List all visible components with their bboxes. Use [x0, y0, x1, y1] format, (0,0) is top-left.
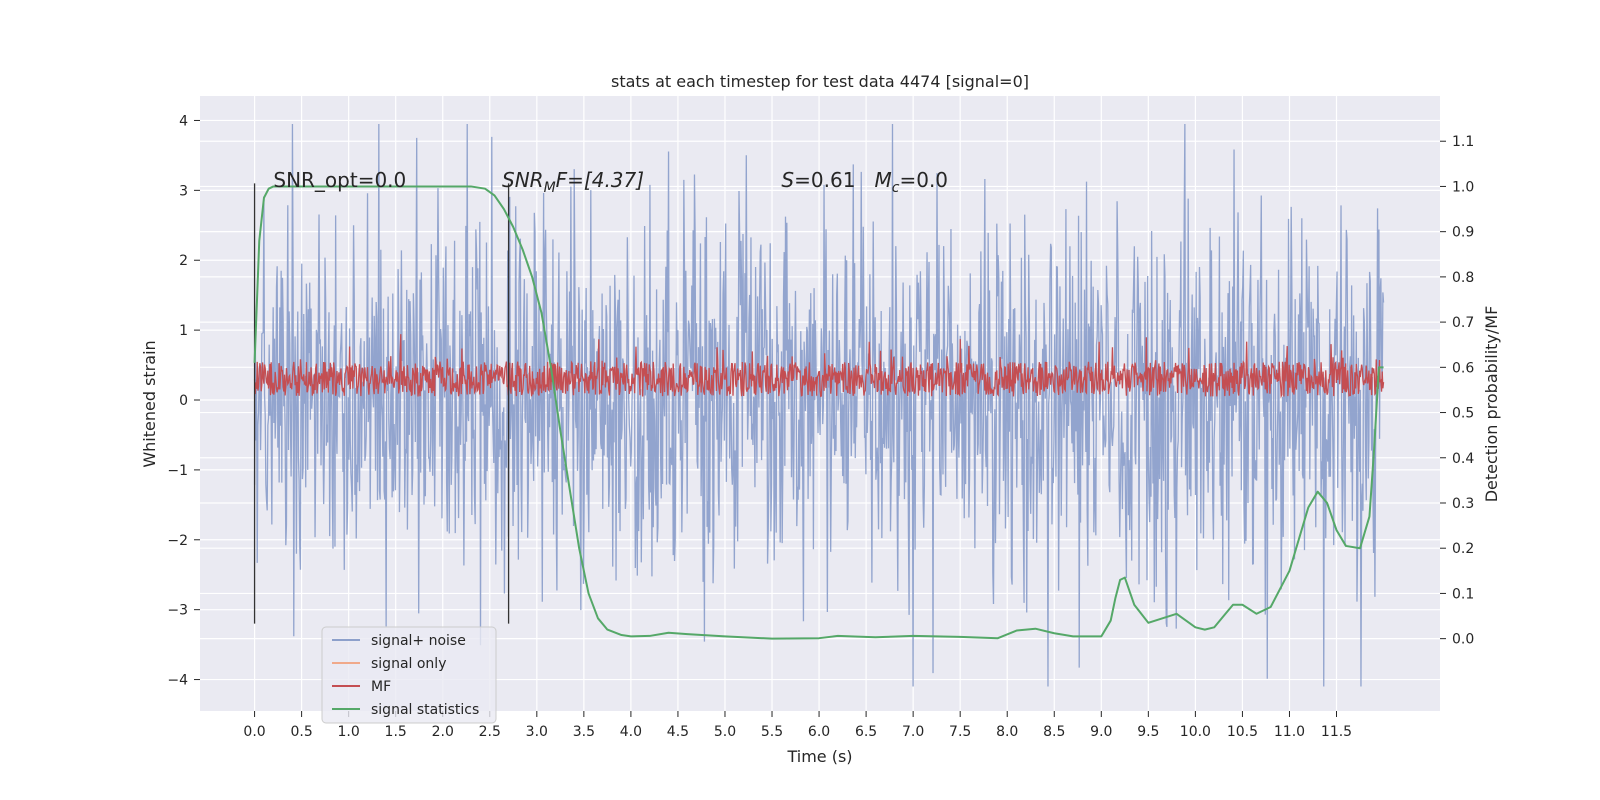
x-tick-label: 8.5	[1043, 724, 1065, 740]
series-line-mf	[253, 334, 1385, 399]
x-tick-label: 6.5	[855, 724, 877, 740]
y-tick-label: 4	[179, 113, 188, 129]
x-tick-label: 2.5	[479, 724, 501, 740]
y2-tick-label: 0.8	[1452, 270, 1474, 286]
x-tick-label: 3.0	[526, 724, 548, 740]
x-tick-label: 5.5	[761, 724, 783, 740]
y2-axis-label: Detection probability/MF	[1482, 306, 1501, 503]
x-tick-label: 2.0	[432, 724, 454, 740]
x-tick-label: 4.5	[667, 724, 689, 740]
x-tick-label: 0.0	[243, 724, 265, 740]
x-tick-label: 9.0	[1090, 724, 1112, 740]
annotation-snr-mf: SNRMF=[4.37]	[502, 168, 644, 196]
y2-tick-label: 0.2	[1452, 541, 1474, 557]
x-tick-label: 1.0	[338, 724, 360, 740]
y2-tick-label: 0.4	[1452, 451, 1474, 467]
y-tick-label: −4	[167, 673, 188, 689]
x-tick-label: 10.5	[1227, 724, 1258, 740]
x-tick-label: 6.0	[808, 724, 830, 740]
series-line-signal-statistics	[253, 185, 1384, 640]
x-tick-label: 1.5	[385, 724, 407, 740]
series-line-signal-noise	[253, 123, 1385, 687]
legend: signal+ noise signal only MF signal stat…	[321, 626, 497, 724]
y2-tick-label: 0.0	[1452, 632, 1474, 648]
legend-box	[321, 626, 497, 724]
legend-label-signal-noise: signal+ noise	[371, 633, 466, 649]
x-tick-label: 11.5	[1321, 724, 1352, 740]
y-tick-label: 1	[179, 323, 188, 339]
x-axis-label: Time (s)	[786, 747, 852, 766]
x-tick-label: 9.5	[1137, 724, 1159, 740]
y2-tick-label: 1.0	[1452, 179, 1474, 195]
y2-tick-label: 0.7	[1452, 315, 1474, 331]
y-tick-label: 2	[179, 253, 188, 269]
x-tick-label: 11.0	[1274, 724, 1305, 740]
y2-tick-label: 0.3	[1452, 496, 1474, 512]
x-tick-label: 7.5	[949, 724, 971, 740]
legend-label-mf: MF	[371, 679, 391, 695]
y-tick-label: 0	[179, 393, 188, 409]
y-tick-label: 3	[179, 183, 188, 199]
plot-series-group	[253, 123, 1385, 687]
x-tick-label: 3.5	[573, 724, 595, 740]
x-tick-label: 0.5	[290, 724, 312, 740]
x-tick-label: 8.0	[996, 724, 1018, 740]
y2-tick-label: 0.1	[1452, 586, 1474, 602]
y2-tick-label: 0.6	[1452, 360, 1474, 376]
legend-label-signal-statistics: signal statistics	[371, 702, 479, 718]
chart-title: stats at each timestep for test data 447…	[611, 72, 1029, 91]
x-axis-ticks: 0.0 0.5 1.0 1.5 2.0 2.5 3.0 3.5 4.0 4.5 5.0 5.5 6.0 6…	[243, 711, 1352, 740]
y2-tick-label: 1.1	[1452, 134, 1474, 150]
y-axis-ticks: −4 −3 −2 −1 0 1 2 3 4	[167, 113, 200, 689]
y2-tick-label: 0.9	[1452, 225, 1474, 241]
y2-axis-ticks: 0.0 0.1 0.2 0.3 0.4 0.5 0.6 0.7 0.8 0.9 1.0 1.1	[1440, 134, 1474, 648]
x-tick-label: 10.0	[1180, 724, 1211, 740]
y-tick-label: −2	[167, 533, 188, 549]
x-tick-label: 4.0	[620, 724, 642, 740]
x-tick-label: 5.0	[714, 724, 736, 740]
y-tick-label: −1	[167, 463, 188, 479]
y-axis-label: Whitened strain	[140, 340, 159, 467]
annotations: SNR_opt=0.0 SNRMF=[4.37] S=0.61 Mc=0.0	[273, 168, 948, 196]
y-tick-label: −3	[167, 603, 188, 619]
annotation-s-mc: S=0.61 Mc=0.0	[781, 168, 948, 196]
x-tick-label: 7.0	[902, 724, 924, 740]
legend-label-signal-only: signal only	[371, 656, 446, 672]
annotation-snr-opt: SNR_opt=0.0	[273, 168, 406, 192]
y2-tick-label: 0.5	[1452, 406, 1474, 422]
